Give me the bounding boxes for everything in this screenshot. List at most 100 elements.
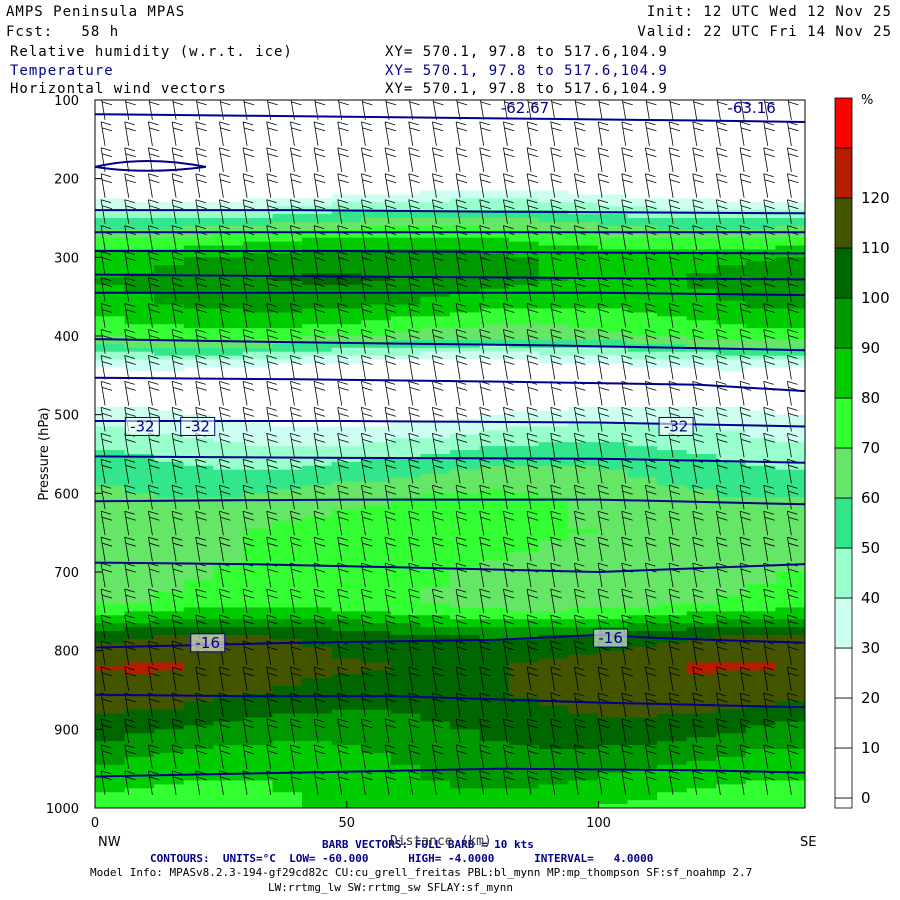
rh-cell bbox=[272, 186, 303, 192]
wind-barb-flag bbox=[148, 173, 159, 178]
rh-cell bbox=[302, 202, 333, 207]
rh-cell bbox=[302, 800, 333, 805]
rh-cell bbox=[509, 690, 540, 695]
rh-cell bbox=[331, 461, 362, 467]
rh-cell bbox=[627, 225, 658, 231]
rh-cell bbox=[657, 560, 688, 565]
rh-cell bbox=[745, 312, 777, 317]
rh-cell bbox=[183, 159, 214, 164]
rh-cell bbox=[302, 556, 333, 561]
wind-barb-shaft bbox=[266, 589, 272, 614]
rh-cell bbox=[716, 548, 747, 553]
rh-cell bbox=[154, 166, 185, 172]
rh-cell bbox=[331, 477, 362, 483]
rh-cell bbox=[568, 194, 599, 199]
rh-cell bbox=[597, 764, 629, 770]
rh-cell bbox=[775, 410, 805, 416]
rh-cell bbox=[302, 387, 333, 392]
rh-cell bbox=[627, 627, 658, 632]
rh-cell bbox=[272, 631, 303, 636]
wind-barb-flag bbox=[267, 96, 277, 99]
rh-cell bbox=[124, 497, 155, 502]
rh-cell bbox=[657, 481, 688, 487]
rh-cell bbox=[627, 713, 658, 719]
rh-cell bbox=[479, 725, 510, 730]
rh-cell bbox=[450, 186, 481, 192]
wind-barb-shaft bbox=[100, 355, 106, 380]
rh-cell bbox=[716, 591, 747, 597]
rh-cell bbox=[538, 454, 569, 459]
rh-cell bbox=[627, 760, 658, 766]
rh-cell bbox=[627, 414, 658, 420]
rh-cell bbox=[124, 579, 155, 585]
rh-cell bbox=[745, 697, 777, 703]
rh-cell bbox=[420, 143, 451, 148]
wind-barb-flag bbox=[148, 407, 159, 411]
rh-cell bbox=[745, 418, 777, 424]
wind-barb-flag bbox=[149, 776, 160, 781]
rh-cell bbox=[509, 477, 540, 483]
wind-barb-flag bbox=[195, 355, 206, 359]
rh-cell bbox=[154, 355, 185, 361]
rh-cell bbox=[331, 351, 362, 357]
rh-cell bbox=[597, 623, 629, 628]
wind-barb-flag bbox=[172, 698, 184, 703]
rh-cell bbox=[568, 788, 599, 793]
rh-cell bbox=[597, 749, 629, 754]
rh-cell bbox=[450, 316, 481, 321]
rh-cell bbox=[124, 139, 155, 144]
rh-cell bbox=[509, 174, 540, 180]
rh-cell bbox=[331, 642, 362, 648]
rh-cell bbox=[745, 174, 777, 180]
wind-barb-flag bbox=[267, 698, 278, 703]
wind-barb-flag bbox=[171, 199, 183, 204]
rh-cell bbox=[272, 638, 303, 644]
rh-cell bbox=[213, 406, 244, 412]
rh-cell bbox=[154, 792, 185, 797]
rh-cell bbox=[331, 772, 362, 778]
rh-cell bbox=[361, 536, 392, 542]
rh-cell bbox=[509, 548, 540, 553]
rh-cell bbox=[302, 178, 333, 184]
wind-barb-flag bbox=[148, 484, 159, 489]
rh-cell bbox=[361, 634, 392, 640]
rh-cell bbox=[183, 296, 214, 302]
rh-cell bbox=[213, 111, 244, 117]
rh-cell bbox=[213, 194, 244, 199]
rh-cell bbox=[213, 245, 244, 251]
wind-barb-flag bbox=[267, 205, 278, 210]
rh-cell bbox=[568, 296, 599, 302]
rh-cell bbox=[538, 772, 569, 778]
rh-cell bbox=[95, 308, 126, 313]
rh-cell bbox=[775, 701, 805, 707]
rh-cell bbox=[479, 705, 510, 711]
rh-cell bbox=[745, 257, 777, 262]
wind-barb-flag bbox=[219, 744, 230, 749]
rh-cell bbox=[361, 414, 392, 420]
rh-cell bbox=[390, 178, 422, 184]
rh-cell bbox=[568, 481, 599, 487]
rh-cell bbox=[479, 749, 510, 754]
rh-cell bbox=[420, 595, 451, 601]
wind-barb-flag bbox=[125, 335, 136, 339]
rh-cell bbox=[716, 579, 747, 585]
rh-cell bbox=[124, 552, 155, 557]
rh-cell bbox=[361, 792, 392, 797]
rh-cell bbox=[597, 206, 629, 211]
wind-barb-shaft bbox=[266, 251, 272, 276]
rh-cell bbox=[450, 308, 481, 313]
rh-cell bbox=[272, 119, 303, 125]
rh-cell bbox=[302, 638, 333, 644]
rh-cell bbox=[302, 355, 333, 361]
rh-cell bbox=[745, 395, 777, 400]
rh-cell bbox=[154, 347, 185, 353]
rh-cell bbox=[568, 457, 599, 463]
rh-cell bbox=[538, 308, 569, 313]
rh-cell bbox=[390, 257, 422, 262]
rh-cell bbox=[154, 410, 185, 416]
rh-cell bbox=[213, 646, 244, 652]
rh-cell bbox=[95, 505, 126, 510]
rh-cell bbox=[242, 697, 274, 703]
rh-cell bbox=[213, 166, 244, 172]
rh-cell bbox=[272, 686, 303, 691]
